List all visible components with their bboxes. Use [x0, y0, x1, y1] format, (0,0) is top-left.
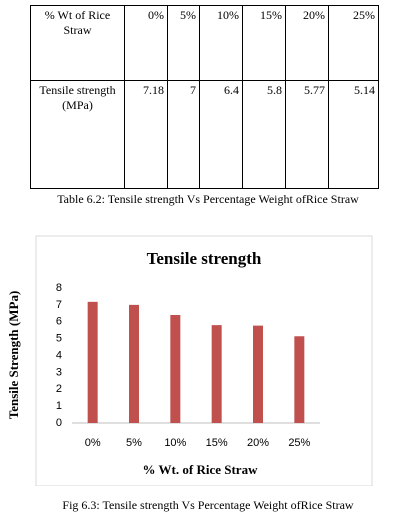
table-row: Tensile strength (MPa) 7.18 7 6.4 5.8 5.77 5.1…: [30, 80, 379, 189]
figure-caption: Fig 6.3: Tensile strength Vs Percentage …: [62, 498, 354, 512]
bar: [129, 304, 139, 423]
table-cell: 7: [167, 80, 200, 189]
x-axis-title: % Wt. of Rice Straw: [143, 462, 259, 477]
data-table: % Wt of Rice Straw 0% 5% 10% 15% 20% 25% Tensil…: [30, 5, 379, 189]
table-cell: 25%: [328, 5, 379, 81]
bar: [170, 315, 181, 423]
row-header: Tensile strength (MPa): [30, 80, 125, 189]
chart: Tensile strength Tensile Strength (MPa) …: [6, 235, 373, 486]
y-tick-label: 5: [56, 333, 62, 345]
x-tick-label: 0%: [85, 437, 101, 449]
bar: [87, 301, 98, 423]
y-tick-label: 0: [56, 417, 62, 429]
x-tick-label: 5%: [126, 437, 142, 449]
x-tick-label: 20%: [247, 437, 269, 449]
bar: [211, 325, 222, 423]
table-cell: 5.77: [285, 80, 329, 189]
table-cell: 5%: [167, 5, 200, 81]
y-tick-label: 3: [56, 366, 62, 378]
chart-title: Tensile strength: [147, 249, 262, 268]
x-tick-label: 25%: [288, 437, 310, 449]
y-tick-label: 1: [56, 400, 62, 412]
bar: [294, 336, 305, 423]
table-cell: 20%: [285, 5, 329, 81]
table-cell: 7.18: [124, 80, 168, 189]
y-tick-label: 6: [56, 316, 62, 328]
x-tick-label: 15%: [206, 437, 228, 449]
table-caption: Table 6.2: Tensile strength Vs Percentag…: [57, 192, 359, 206]
row-header: % Wt of Rice Straw: [30, 5, 125, 81]
x-tick-label: 10%: [164, 437, 186, 449]
y-tick-label: 7: [56, 299, 62, 311]
table-cell: 15%: [242, 5, 286, 81]
table-cell: 5.14: [328, 80, 379, 189]
bar: [253, 325, 263, 423]
y-tick-label: 4: [56, 349, 62, 361]
y-tick-label: 2: [56, 383, 62, 395]
table-row: % Wt of Rice Straw 0% 5% 10% 15% 20% 25%: [30, 5, 379, 81]
table-cell: 0%: [124, 5, 168, 81]
y-tick-label: 8: [56, 282, 62, 294]
table-cell: 6.4: [199, 80, 243, 189]
y-axis-title: Tensile Strength (MPa): [6, 291, 21, 420]
table-cell: 5.8: [242, 80, 286, 189]
table-cell: 10%: [199, 5, 243, 81]
